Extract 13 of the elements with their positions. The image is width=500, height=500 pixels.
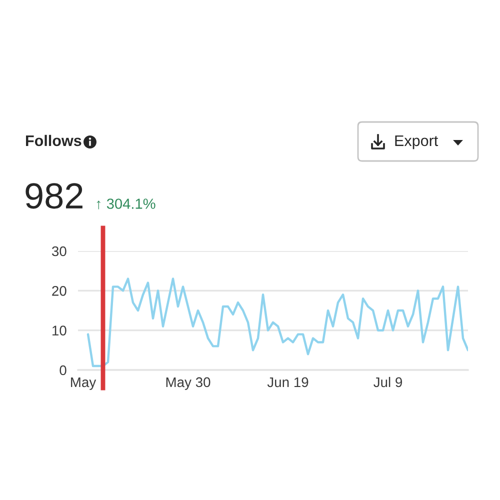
x-tick-label: May (71, 377, 96, 390)
y-tick-label: 0 (60, 365, 66, 376)
chart-subtitle: 982 (26, 183, 82, 209)
y-tick-label: 10 (52, 326, 66, 336)
x-tick-label: May 30 (166, 377, 210, 390)
text: ↑ 304.1% (96, 198, 156, 210)
x-tick-label: Jul 9 (374, 376, 402, 388)
chart-title: Follows (26, 134, 82, 146)
line-series (86, 278, 468, 368)
y-tick-label: 30 (52, 246, 66, 256)
y-tick-label: 20 (52, 286, 66, 296)
x-tick-label: Jun 19 (267, 377, 308, 388)
text: Export (395, 135, 438, 150)
